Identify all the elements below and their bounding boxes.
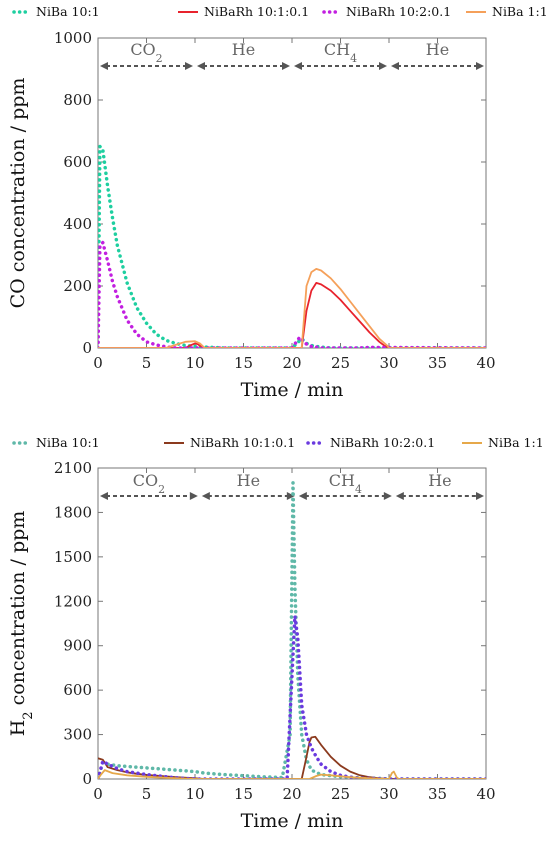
region-arrowhead-left xyxy=(197,62,205,70)
y-tick-label: 1000 xyxy=(54,29,92,47)
legend-label-1: NiBa 10:1 xyxy=(36,4,100,19)
x-tick-label: 25 xyxy=(331,354,350,372)
region-arrowhead-left xyxy=(100,492,108,500)
chart-2: 0 5 10 15 20 25 30 35 40 0 300 600 900 1200 1500 1800 21… xyxy=(7,435,544,832)
region-arrowhead-left xyxy=(201,492,210,500)
series-line-3 xyxy=(98,240,486,348)
x-tick-label: 10 xyxy=(185,354,204,372)
series-line-2 xyxy=(98,735,486,779)
x-tick-label: 35 xyxy=(428,354,447,372)
x-tick-label: 5 xyxy=(142,785,152,803)
x-tick-label: 5 xyxy=(142,354,152,372)
region-arrowhead-right xyxy=(476,492,484,500)
series-group xyxy=(98,481,486,779)
x-tick-label: 15 xyxy=(234,785,253,803)
region-label-3: CH4 xyxy=(324,40,357,65)
region-label-2: He xyxy=(232,40,255,59)
region-arrowhead-right xyxy=(282,62,290,70)
x-tick-label: 20 xyxy=(282,785,301,803)
region-arrowhead-right xyxy=(189,492,198,500)
region-arrowhead-left xyxy=(391,62,399,70)
y-tick-label: 1800 xyxy=(54,503,92,521)
x-tick-label: 20 xyxy=(282,354,301,372)
x-tick-label: 15 xyxy=(234,354,253,372)
x-tick-label: 40 xyxy=(476,785,495,803)
region-arrowhead-left xyxy=(294,62,302,70)
region-label-3: CH4 xyxy=(329,471,362,496)
region-label-2: He xyxy=(237,471,260,490)
series-line-1 xyxy=(98,481,486,779)
x-axis-title: Time / min xyxy=(241,810,344,832)
region-arrowhead-right xyxy=(185,62,193,70)
series-group xyxy=(98,144,486,348)
x-tick-label: 0 xyxy=(93,785,103,803)
x-tick-label: 25 xyxy=(331,785,350,803)
region-arrowhead-right xyxy=(476,62,484,70)
y-tick-label: 200 xyxy=(63,277,92,295)
legend-label-3: NiBaRh 10:2:0.1 xyxy=(330,435,435,450)
legend-label-2: NiBaRh 10:1:0.1 xyxy=(190,435,295,450)
region-label-1: CO2 xyxy=(133,471,165,496)
y-tick-label: 900 xyxy=(63,637,92,655)
y-tick-label: 600 xyxy=(63,681,92,699)
y-tick-label: 1500 xyxy=(54,548,92,566)
legend-label-4: NiBa 1:1 xyxy=(492,4,548,19)
series-line-4 xyxy=(98,267,486,348)
x-tick-label: 40 xyxy=(476,354,495,372)
y-tick-label: 2100 xyxy=(54,459,92,477)
x-tick-label: 30 xyxy=(379,354,398,372)
x-tick-label: 10 xyxy=(185,785,204,803)
region-arrowhead-left xyxy=(395,492,404,500)
y-tick-label: 0 xyxy=(82,339,92,357)
y-tick-label: 1200 xyxy=(54,592,92,610)
series-line-4 xyxy=(98,769,486,779)
region-label-4: He xyxy=(426,40,449,59)
legend-label-1: NiBa 10:1 xyxy=(36,435,100,450)
region-arrowhead-right xyxy=(286,492,295,500)
region-label-4: He xyxy=(428,471,451,490)
legend-label-2: NiBaRh 10:1:0.1 xyxy=(204,4,309,19)
region-arrowhead-right xyxy=(383,492,392,500)
legend-label-3: NiBaRh 10:2:0.1 xyxy=(346,4,451,19)
y-tick-label: 400 xyxy=(63,215,92,233)
region-arrowhead-left xyxy=(298,492,307,500)
series-line-2 xyxy=(98,281,486,348)
plot-frame xyxy=(97,37,487,349)
x-tick-label: 35 xyxy=(428,785,447,803)
x-tick-label: 30 xyxy=(379,785,398,803)
y-axis-title: H2 concentration / ppm xyxy=(7,511,36,737)
y-tick-label: 300 xyxy=(63,726,92,744)
legend-label-4: NiBa 1:1 xyxy=(488,435,544,450)
region-arrowhead-left xyxy=(100,62,108,70)
region-arrowhead-right xyxy=(379,62,387,70)
x-tick-label: 0 xyxy=(93,354,103,372)
x-axis-title: Time / min xyxy=(241,379,344,401)
y-tick-label: 800 xyxy=(63,91,92,109)
y-tick-label: 600 xyxy=(63,153,92,171)
y-axis-title: CO concentration / ppm xyxy=(7,78,29,309)
series-line-1 xyxy=(98,144,486,348)
y-tick-label: 0 xyxy=(82,770,92,788)
region-label-1: CO2 xyxy=(130,40,162,65)
